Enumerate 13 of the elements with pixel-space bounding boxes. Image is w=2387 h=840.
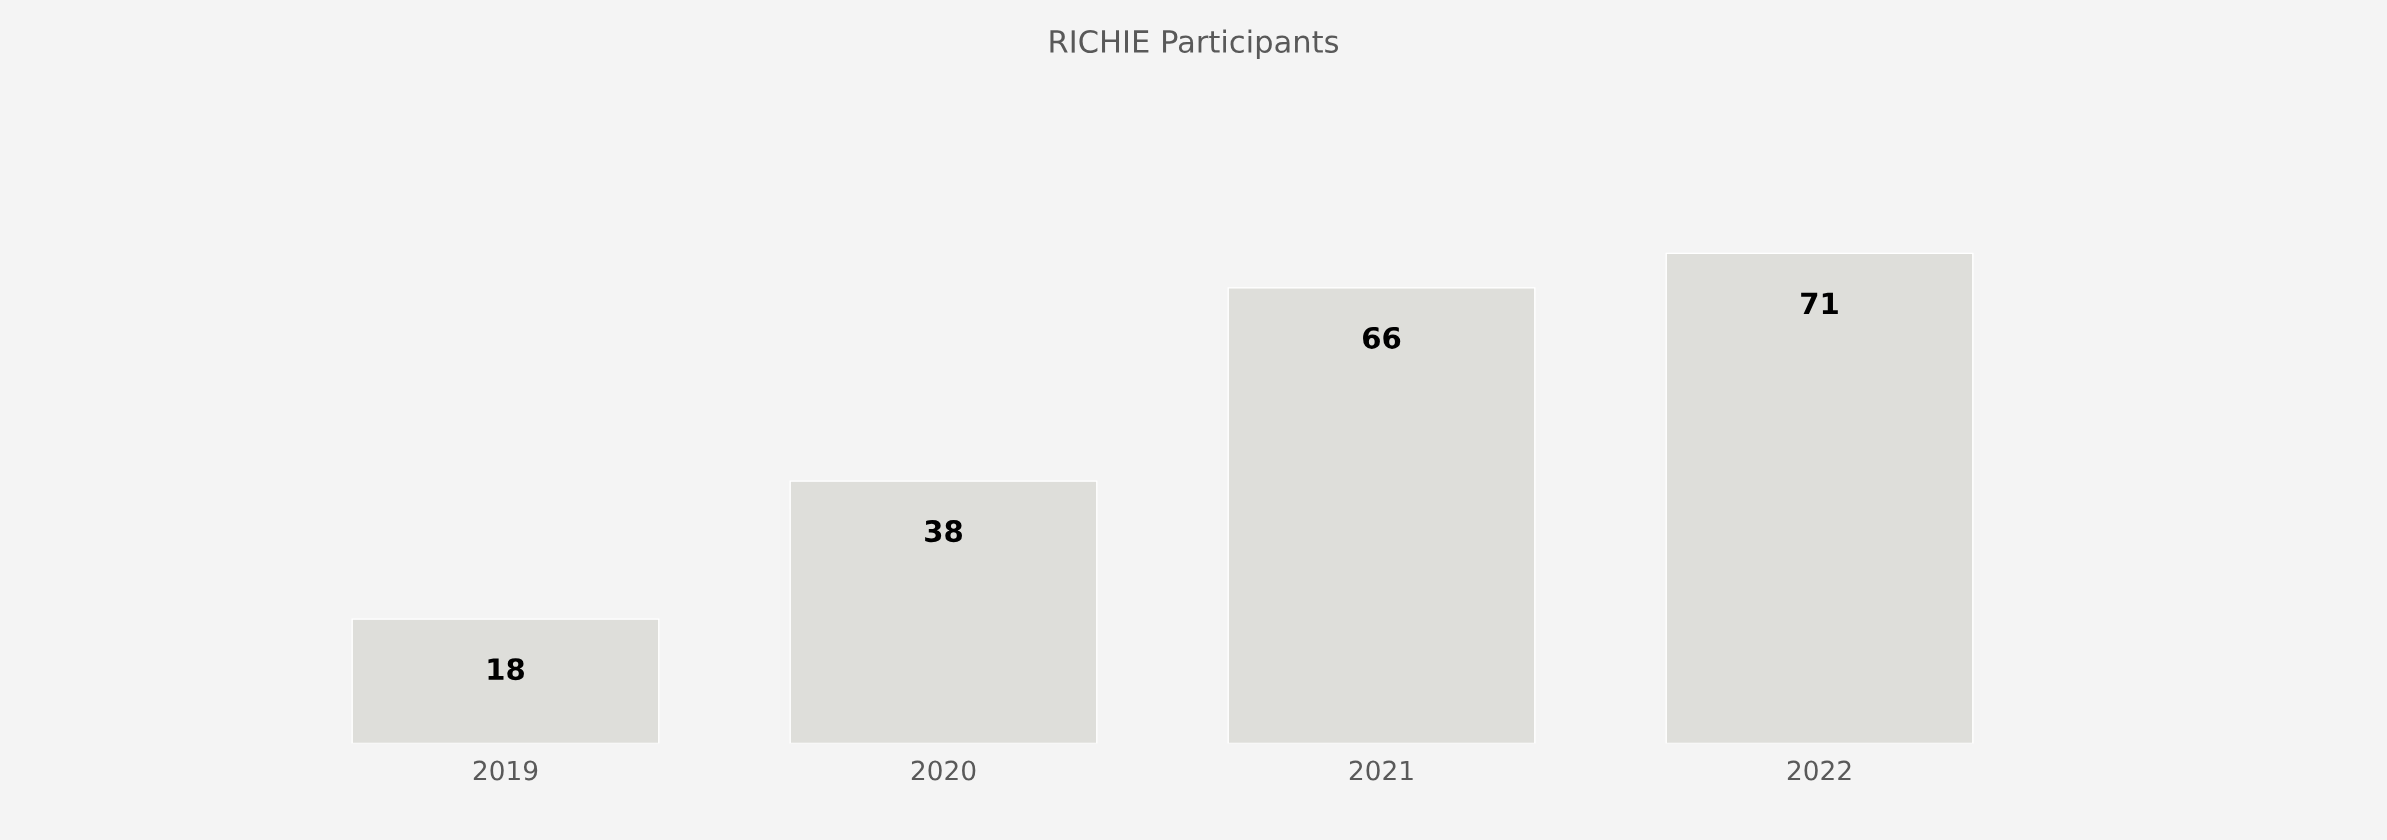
bar [1227,287,1536,744]
x-tick-label: 2019 [473,760,538,781]
bar [351,618,660,744]
x-tick-label: 2021 [1349,760,1413,781]
data-label: 71 [1801,292,1838,314]
data-label: 18 [488,658,524,681]
chart-title: RICHIE Participants [1050,29,1339,59]
bar [1665,252,1974,744]
x-tick-label: 2020 [911,760,976,781]
data-label: 66 [1363,326,1401,349]
data-label: 38 [925,520,962,543]
x-tick-label: 2022 [1787,760,1851,781]
bar [789,480,1098,744]
